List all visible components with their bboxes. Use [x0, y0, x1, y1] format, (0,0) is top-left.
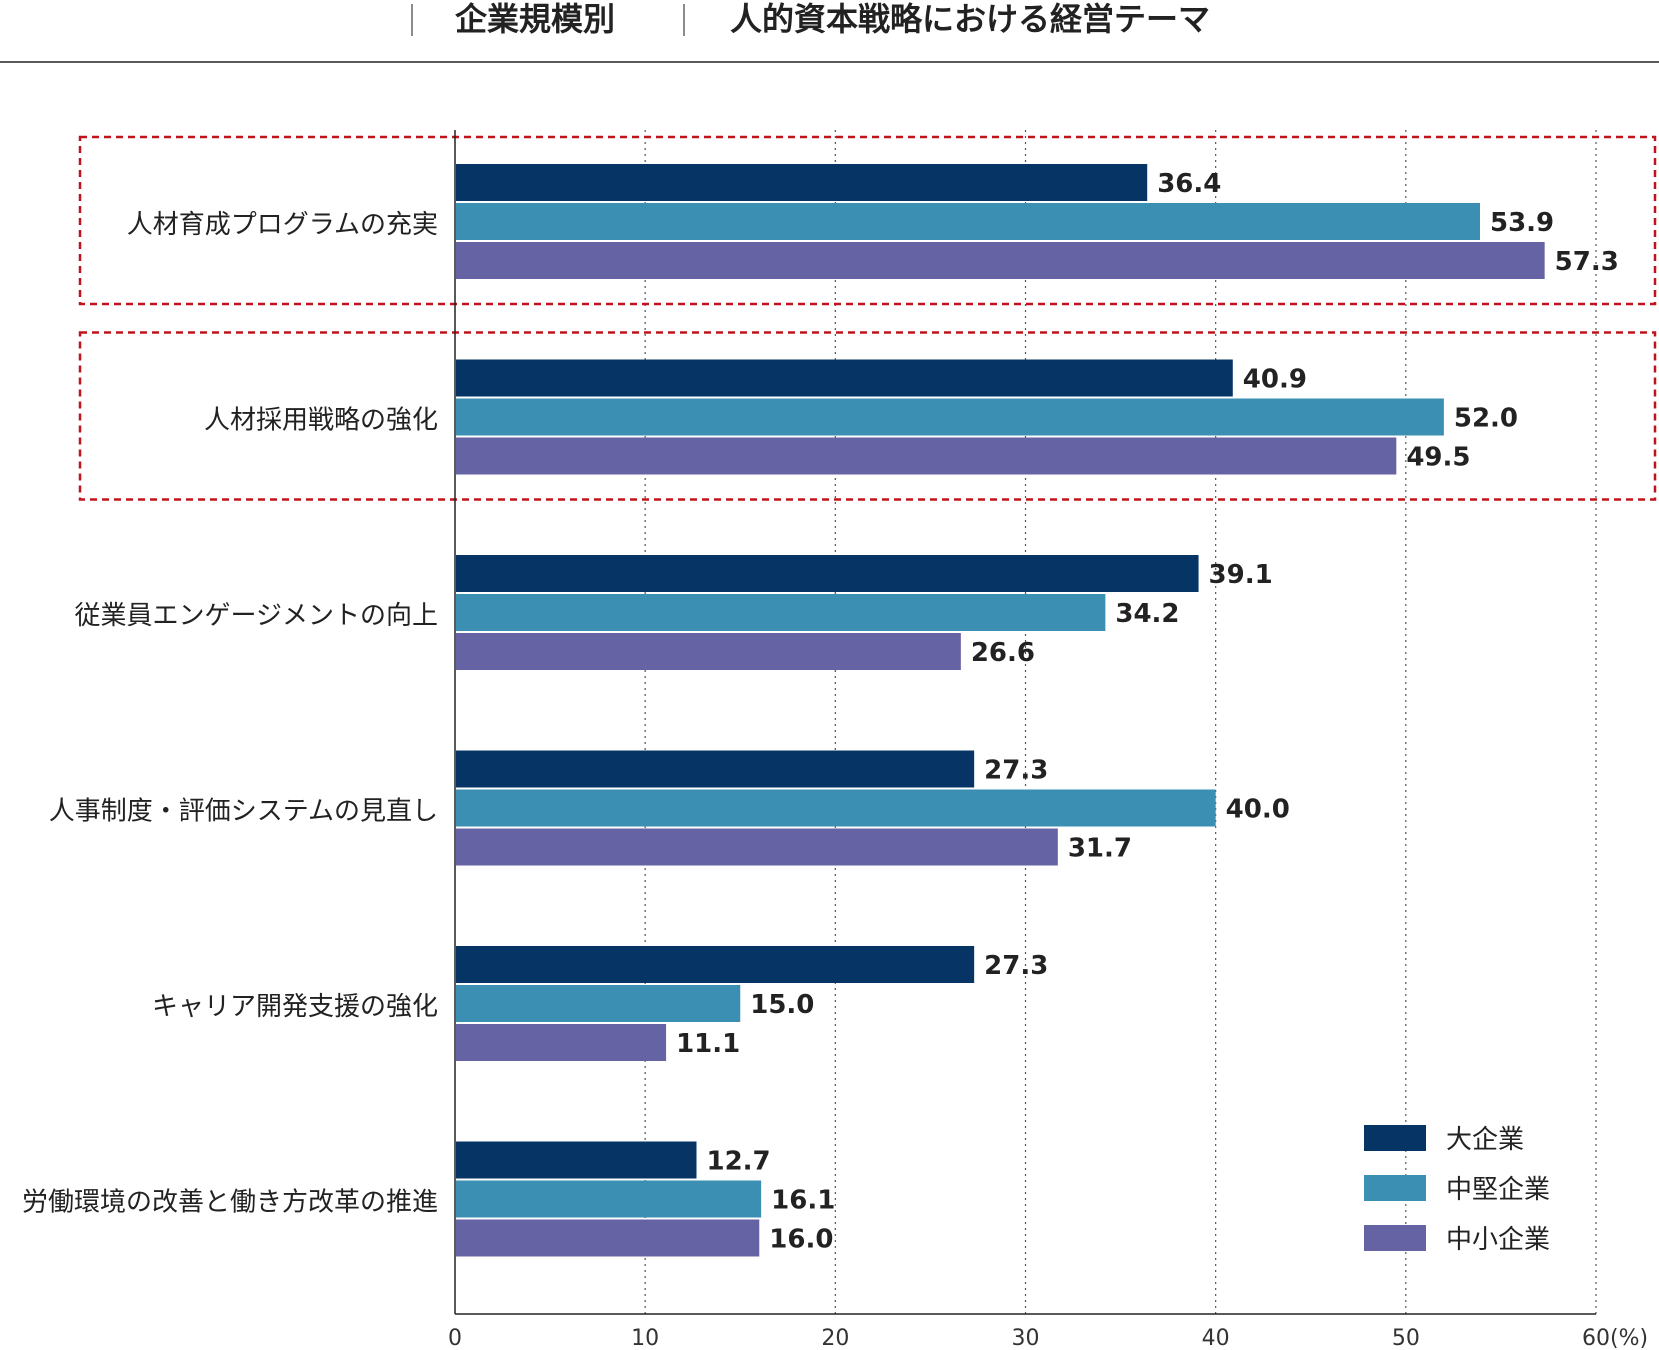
x-tick-label: 10	[631, 1326, 659, 1350]
x-tick-label: 0	[448, 1326, 462, 1350]
value-label: 26.6	[971, 638, 1035, 668]
category-label: 労働環境の改善と働き方改革の推進	[22, 1188, 438, 1218]
legend-label: 大企業	[1446, 1125, 1524, 1155]
bar	[456, 789, 1216, 827]
category-label: 人事制度・評価システムの見直し	[49, 797, 438, 827]
value-label: 16.0	[769, 1225, 833, 1255]
category-label: 人材採用戦略の強化	[204, 406, 438, 436]
bar	[456, 946, 975, 983]
bar	[456, 1141, 697, 1179]
category-label: 従業員エンゲージメントの向上	[75, 601, 438, 631]
bar	[456, 555, 1199, 592]
value-label: 31.7	[1068, 834, 1132, 864]
value-label: 36.4	[1157, 169, 1221, 199]
bar	[456, 1219, 760, 1257]
legend-swatch	[1364, 1225, 1426, 1251]
value-label: 39.1	[1209, 560, 1273, 590]
value-label: 40.9	[1243, 365, 1307, 395]
bar	[456, 359, 1233, 397]
value-label: 11.1	[676, 1029, 740, 1059]
bar	[456, 633, 961, 670]
category-label: キャリア開発支援の強化	[152, 992, 438, 1022]
bar	[456, 750, 975, 788]
value-label: 27.3	[984, 951, 1048, 981]
value-label: 34.2	[1115, 599, 1179, 629]
value-label: 49.5	[1406, 443, 1470, 473]
chart-title-part1: 企業規模別	[455, 0, 615, 38]
bar	[456, 594, 1106, 631]
highlight-box	[78, 135, 1657, 306]
x-tick-label: 40	[1202, 1326, 1230, 1350]
value-label: 57.3	[1555, 247, 1619, 277]
value-label: 40.0	[1226, 795, 1290, 825]
bar	[456, 203, 1480, 240]
chart-title-part2: 人的資本戦略における経営テーマ	[730, 0, 1210, 38]
highlight-box	[78, 331, 1657, 501]
bar	[456, 242, 1545, 279]
value-label: 16.1	[771, 1186, 835, 1216]
x-tick-label: 20	[821, 1326, 849, 1350]
x-tick-label: 60	[1582, 1326, 1610, 1350]
legend-swatch	[1364, 1125, 1426, 1151]
x-tick-label: 30	[1012, 1326, 1040, 1350]
bar	[456, 1180, 762, 1218]
bar	[456, 985, 741, 1022]
x-axis-unit: (%)	[1610, 1326, 1648, 1350]
value-label: 15.0	[750, 990, 814, 1020]
bar	[456, 828, 1058, 866]
legend-label: 中小企業	[1446, 1225, 1550, 1255]
bar	[456, 164, 1148, 201]
legend-swatch	[1364, 1175, 1426, 1201]
x-tick-label: 50	[1392, 1326, 1420, 1350]
bar	[456, 398, 1444, 436]
value-label: 12.7	[707, 1147, 771, 1177]
value-label: 52.0	[1454, 404, 1518, 434]
value-label: 53.9	[1490, 208, 1554, 238]
value-label: 27.3	[984, 756, 1048, 786]
bar	[456, 1024, 667, 1061]
category-label: 人材育成プログラムの充実	[127, 210, 438, 240]
bar	[456, 437, 1397, 475]
legend-label: 中堅企業	[1446, 1175, 1550, 1205]
